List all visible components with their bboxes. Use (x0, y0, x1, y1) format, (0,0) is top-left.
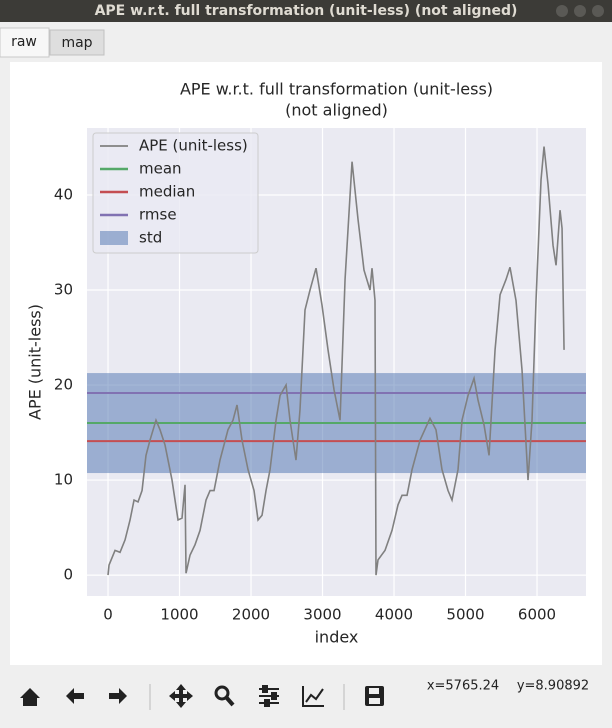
legend-label: std (139, 229, 162, 247)
x-tick-label: 6000 (518, 606, 556, 624)
tab-map[interactable] (49, 29, 105, 56)
chart: APE w.r.t. full transformation (unit-les… (26, 80, 586, 647)
save-button[interactable] (365, 686, 384, 706)
legend (92, 132, 259, 254)
x-tick-label: 3000 (303, 606, 341, 624)
ape-line (107, 146, 565, 576)
tab-raw[interactable] (0, 27, 50, 58)
y-axis-label: APE (unit-less) (26, 304, 45, 420)
legend-label: mean (139, 160, 182, 178)
x-tick-label: 2000 (232, 606, 270, 624)
status-x: x=5765.24 (427, 679, 499, 694)
window-title: APE w.r.t. full transformation (unit-les… (95, 3, 518, 19)
legend-label: rmse (139, 206, 177, 224)
tab-label[interactable]: map (61, 35, 92, 51)
x-tick-label: 0 (103, 606, 113, 624)
pan-button[interactable] (169, 684, 193, 708)
x-tick-label: 4000 (375, 606, 413, 624)
maximize-button[interactable] (574, 5, 586, 17)
y-tick-label: 30 (54, 281, 73, 299)
legend-swatch (100, 231, 128, 245)
chart-title: APE w.r.t. full transformation (unit-les… (180, 80, 493, 99)
back-button[interactable] (66, 688, 84, 704)
y-tick-label: 40 (54, 185, 73, 203)
status-y: y=8.90892 (517, 679, 589, 694)
legend-label: APE (unit-less) (139, 137, 248, 155)
y-tick-label: 10 (54, 471, 73, 489)
x-axis-label: index (315, 628, 359, 647)
toolbar (20, 684, 384, 710)
home-button[interactable] (20, 688, 40, 706)
y-tick-label: 0 (63, 566, 73, 584)
x-tick-label: 1000 (160, 606, 198, 624)
title-bar (0, 0, 612, 22)
x-tick-label: 5000 (446, 606, 484, 624)
tab-label[interactable]: raw (11, 34, 37, 50)
zoom-button[interactable] (214, 685, 235, 707)
chart-title: (not aligned) (285, 101, 388, 120)
edit-axis-button[interactable] (302, 686, 324, 707)
forward-button[interactable] (109, 688, 127, 704)
legend-label: median (139, 183, 195, 201)
y-tick-label: 20 (54, 376, 73, 394)
minimize-button[interactable] (556, 5, 568, 17)
configure-button[interactable] (259, 685, 279, 707)
close-button[interactable] (592, 5, 604, 17)
